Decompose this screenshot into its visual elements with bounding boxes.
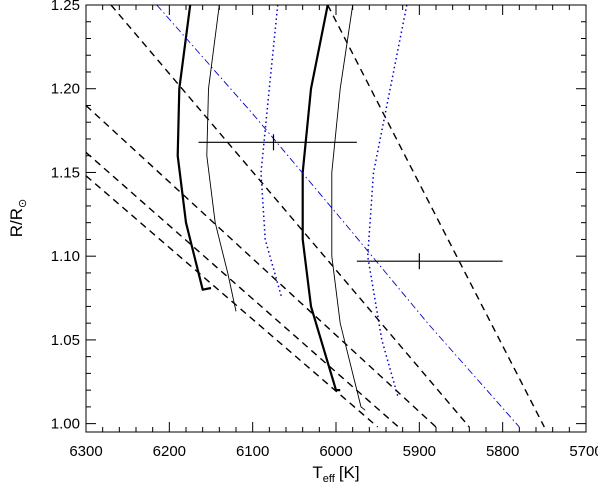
series-line-2-thin-solid [206, 5, 237, 312]
series-line-10-dashed [86, 151, 399, 428]
series-line-11-dashed [86, 175, 379, 428]
x-tick-label-6300: 6300 [69, 443, 102, 460]
series-line-5-dotted [260, 5, 283, 299]
x-tick-label-5700: 5700 [569, 443, 598, 460]
y-tick-label-0: 1.00 [51, 416, 80, 433]
y-tick-label-2: 1.10 [51, 248, 80, 265]
series-line-6-dotted [366, 5, 408, 399]
y-axis-label-sub: ⊙ [17, 199, 29, 208]
y-tick-label-5: 1.25 [51, 0, 80, 14]
x-tick-label-6100: 6100 [236, 443, 269, 460]
tick-layer: 6300 6200 6100 6000 5900 5800 5700 1.00 1.05 1.10… [51, 0, 598, 460]
series-line-1-thick-solid [176, 5, 212, 291]
series-line-3-thick-solid [301, 5, 341, 392]
series-line-7-dash-dot [156, 5, 520, 428]
error-bar-1 [198, 134, 357, 151]
series-line-8-dashed [110, 5, 470, 428]
x-tick-label-6200: 6200 [153, 443, 186, 460]
error-bar-2 [356, 253, 503, 270]
y-tick-label-4: 1.20 [51, 81, 80, 98]
series-line-9-dashed [86, 104, 437, 428]
x-tick-label-5900: 5900 [403, 443, 436, 460]
x-axis-label-main: T [312, 463, 322, 482]
series-line-12-dashed [327, 5, 545, 428]
y-axis-label: R/R⊙ [7, 199, 29, 238]
x-axis-label: Teff [K] [312, 463, 359, 485]
y-tick-label-1: 1.05 [51, 332, 80, 349]
x-axis-label-unit: [K] [339, 463, 360, 482]
series-line-4-thin-solid [331, 5, 366, 411]
series-layer [86, 5, 545, 428]
y-tick-label-3: 1.15 [51, 164, 80, 181]
y-axis-label-main: R/R [7, 208, 26, 237]
x-axis-label-sub: eff [323, 473, 336, 485]
x-tick-label-5800: 5800 [486, 443, 519, 460]
errorbar-layer [198, 134, 503, 270]
x-tick-label-6000: 6000 [319, 443, 352, 460]
